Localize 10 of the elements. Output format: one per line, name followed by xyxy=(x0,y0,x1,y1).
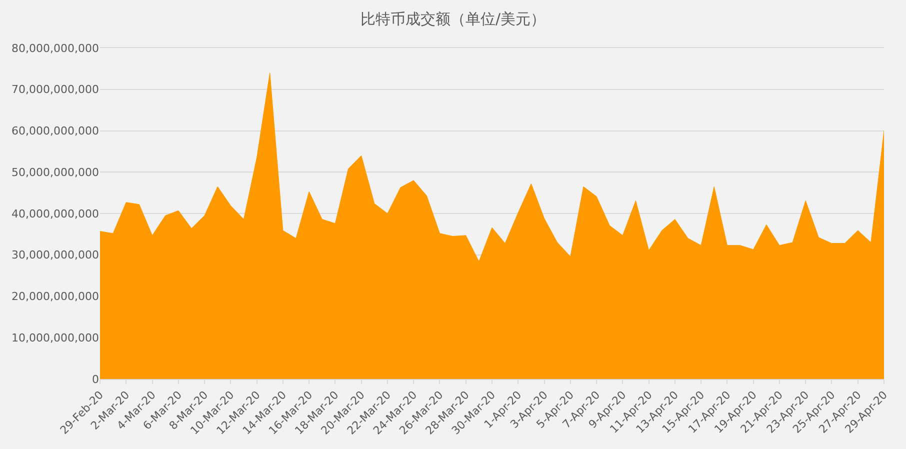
y-tick-label: 20,000,000,000 xyxy=(12,290,99,304)
y-tick-label: 60,000,000,000 xyxy=(12,124,99,138)
y-tick-label: 80,000,000,000 xyxy=(12,42,99,55)
y-tick-label: 0 xyxy=(92,372,99,386)
chart-title: 比特币成交额（单位/美元） xyxy=(360,10,546,28)
y-tick-label: 30,000,000,000 xyxy=(12,248,99,262)
y-tick-label: 50,000,000,000 xyxy=(12,166,99,179)
y-tick-label: 10,000,000,000 xyxy=(12,331,99,344)
y-tick-label: 70,000,000,000 xyxy=(12,83,99,96)
y-tick-label: 40,000,000,000 xyxy=(12,207,99,220)
